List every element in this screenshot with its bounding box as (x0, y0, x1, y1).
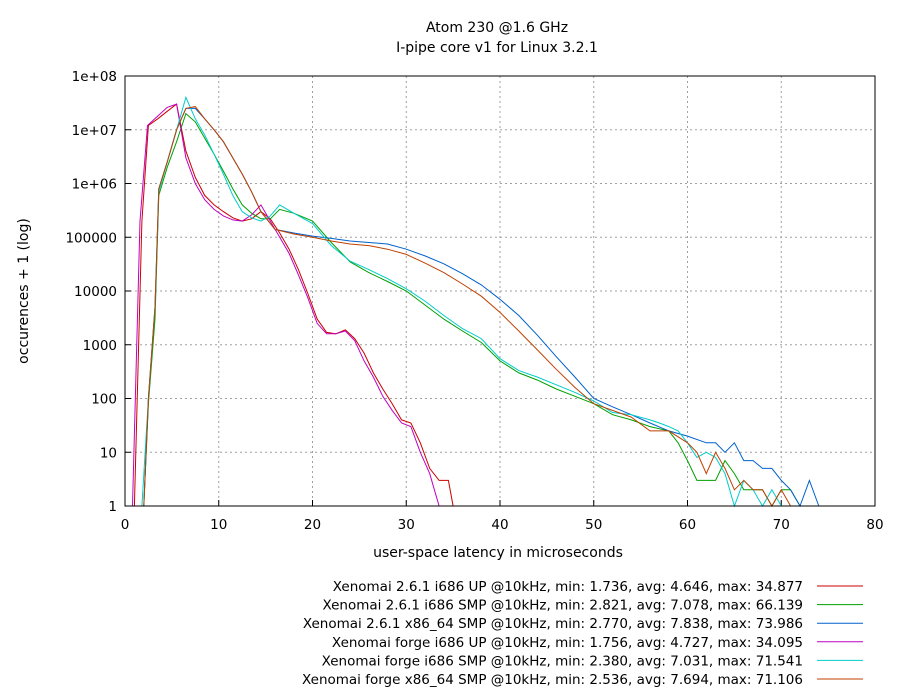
x-tick-label: 10 (210, 517, 227, 533)
series-line-3 (143, 107, 820, 508)
legend-label-6: Xenomai forge x86_64 SMP @10kHz, min: 2.… (302, 672, 803, 688)
x-axis-ticks: 0 10 20 30 40 50 60 70 80 (121, 500, 884, 533)
x-tick-label: 80 (866, 517, 883, 533)
y-tick-label: 100 (91, 392, 117, 408)
legend-label-2: Xenomai 2.6.1 i686 SMP @10kHz, min: 2.82… (322, 598, 803, 614)
x-tick-label: 0 (121, 517, 130, 533)
x-tick-label: 70 (773, 517, 790, 533)
series-line-5 (141, 95, 791, 508)
y-tick-label: 10000 (74, 284, 117, 300)
grid-lines (125, 76, 875, 506)
series-line-2 (143, 112, 801, 507)
chart-title: Atom 230 @1.6 GHz (426, 20, 568, 36)
x-axis-label: user-space latency in microseconds (373, 545, 623, 561)
y-tick-label: 1 (108, 499, 117, 515)
x-tick-label: 60 (679, 517, 696, 533)
y-axis-ticks: 1 10 100 1000 10000 100000 1e+06 1e+07 1e+08 (65, 69, 131, 515)
plot-frame (124, 75, 876, 507)
legend: Xenomai 2.6.1 i686 UP @10kHz, min: 1.736… (302, 579, 863, 688)
x-tick-label: 40 (491, 517, 508, 533)
y-tick-label: 1000 (83, 338, 117, 354)
y-tick-label: 1e+07 (72, 123, 117, 139)
y-axis-label: occurences + 1 (log) (16, 218, 32, 364)
x-tick-label: 50 (585, 517, 602, 533)
y-tick-label: 100000 (65, 230, 117, 246)
series-line-6 (143, 106, 792, 507)
series-line-4 (132, 103, 440, 507)
legend-label-5: Xenomai forge i686 SMP @10kHz, min: 2.38… (322, 653, 803, 669)
legend-label-1: Xenomai 2.6.1 i686 UP @10kHz, min: 1.736… (333, 579, 803, 595)
y-tick-label: 1e+06 (72, 177, 117, 193)
chart-subtitle: I-pipe core v1 for Linux 3.2.1 (396, 40, 598, 56)
series-lines (132, 95, 820, 508)
series-line-1 (133, 103, 454, 507)
x-tick-label: 20 (304, 517, 321, 533)
legend-label-3: Xenomai 2.6.1 x86_64 SMP @10kHz, min: 2.… (303, 616, 803, 632)
y-tick-label: 1e+08 (72, 69, 117, 85)
legend-label-4: Xenomai forge i686 UP @10kHz, min: 1.756… (332, 635, 803, 651)
y-tick-label: 10 (100, 445, 117, 461)
x-tick-label: 30 (398, 517, 415, 533)
